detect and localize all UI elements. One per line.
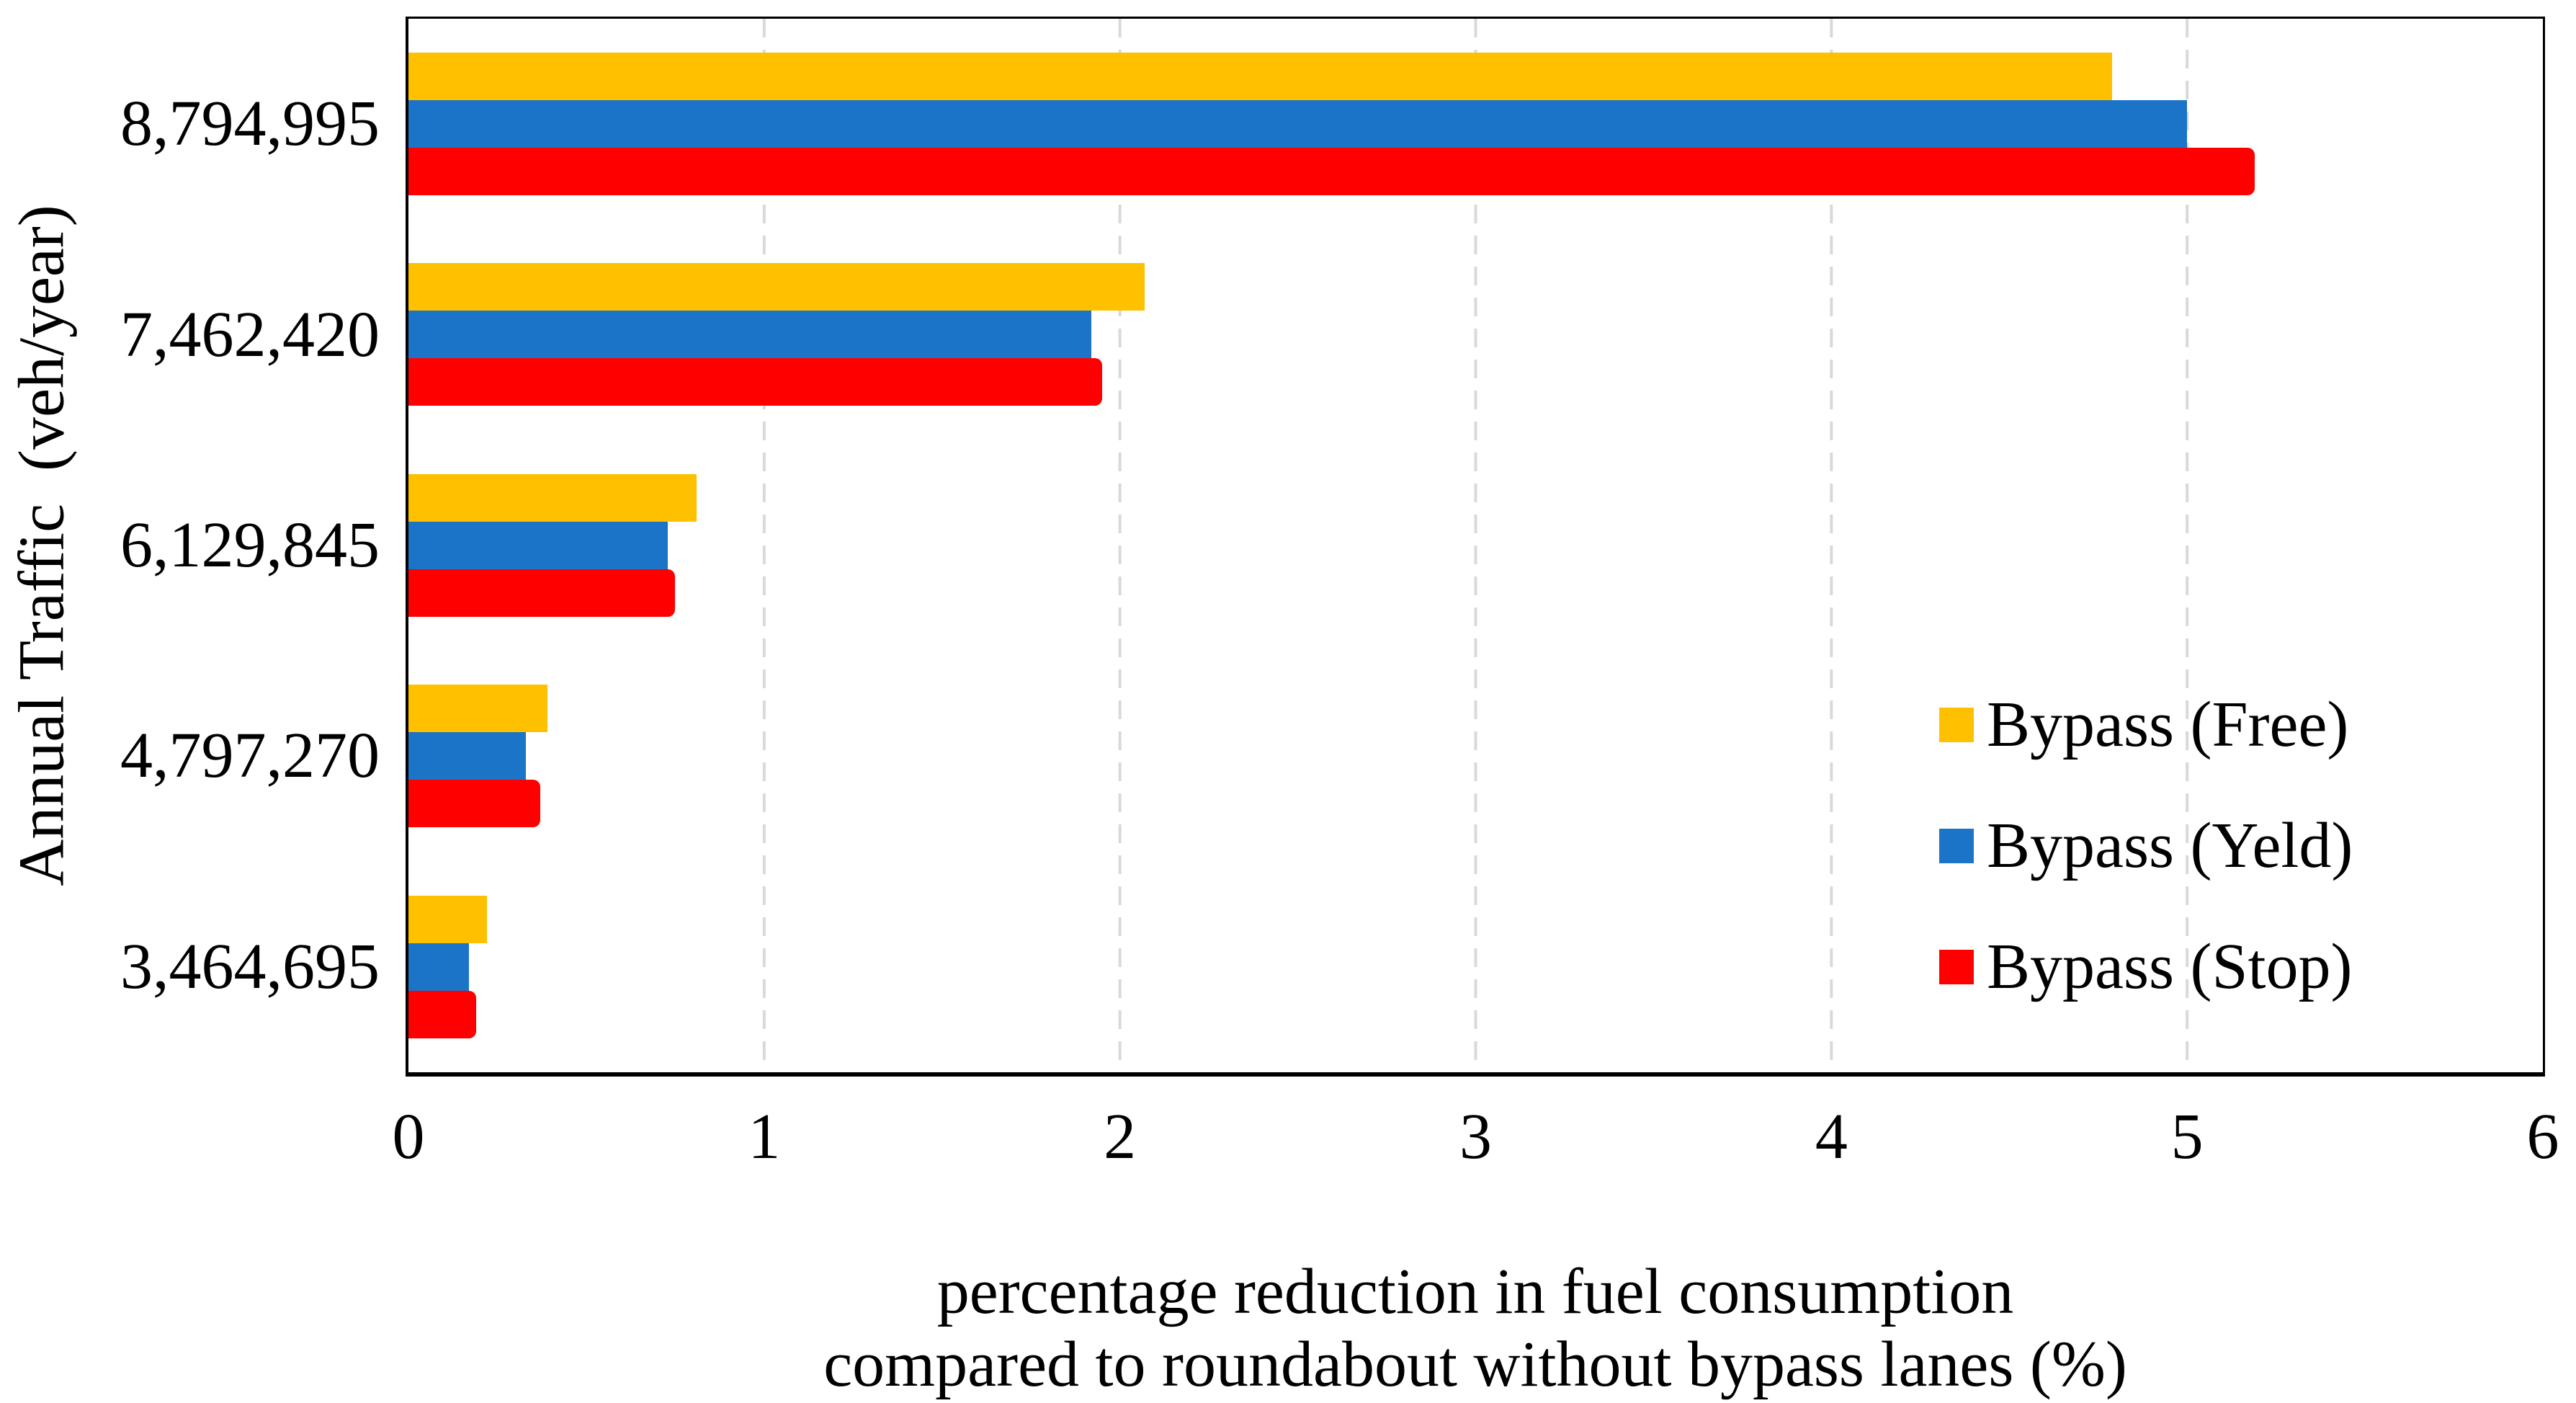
- gridlines: [762, 19, 2189, 1072]
- x-axis-title-line2: compared to roundabout without bypass la…: [823, 1329, 2127, 1400]
- x-tick-label-1: 1: [748, 1101, 781, 1172]
- legend-item-1: Bypass (Free): [1939, 692, 2348, 757]
- bar-series1-cat4: [408, 685, 547, 733]
- legend-swatch-icon: [1939, 708, 1974, 742]
- y-tick-label-4: 4,797,270: [120, 720, 380, 792]
- x-tick-label-5: 5: [2170, 1101, 2204, 1172]
- bar-series3-cat1: [408, 148, 2255, 195]
- bar-series3-cat5: [408, 990, 476, 1038]
- bar-series1-cat1: [408, 53, 2113, 100]
- y-tick-label-5: 3,464,695: [120, 930, 380, 1002]
- plot-area: Bypass (Free) Bypass (Yeld) Bypass (Stop): [406, 17, 2545, 1077]
- bar-series2-cat2: [408, 311, 1092, 359]
- x-tick-label-3: 3: [1459, 1101, 1492, 1172]
- legend-swatch-icon: [1939, 950, 1974, 984]
- y-tick-label-1: 8,794,995: [120, 88, 380, 160]
- bar-series3-cat2: [408, 358, 1102, 406]
- legend-item-3: Bypass (Stop): [1939, 935, 2353, 999]
- x-tick-label-4: 4: [1815, 1101, 1848, 1172]
- bar-series2-cat5: [408, 943, 469, 991]
- bar-series1-cat5: [408, 895, 487, 943]
- y-tick-label-3: 6,129,845: [120, 509, 380, 581]
- x-axis-title-line1: percentage reduction in fuel consumption: [936, 1256, 2014, 1327]
- bar-series2-cat3: [408, 521, 668, 569]
- legend-item-2: Bypass (Yeld): [1939, 814, 2353, 878]
- bar-series2-cat1: [408, 100, 2188, 148]
- bar-series1-cat2: [408, 263, 1145, 311]
- bar-series1-cat3: [408, 473, 697, 522]
- bar-series3-cat3: [408, 569, 676, 617]
- y-tick-label-2: 7,462,420: [120, 298, 380, 370]
- legend-label: Bypass (Free): [1987, 689, 2349, 760]
- legend-label: Bypass (Stop): [1987, 931, 2353, 1002]
- legend-label: Bypass (Yeld): [1987, 810, 2353, 881]
- legend-swatch-icon: [1939, 829, 1974, 863]
- bar-series2-cat4: [408, 732, 526, 780]
- x-tick-label-6: 6: [2526, 1101, 2559, 1172]
- x-tick-label-0: 0: [392, 1101, 425, 1172]
- x-axis-title: percentage reduction in fuel consumption…: [823, 1255, 2127, 1401]
- x-tick-label-2: 2: [1104, 1101, 1137, 1172]
- bar-series3-cat4: [408, 780, 540, 828]
